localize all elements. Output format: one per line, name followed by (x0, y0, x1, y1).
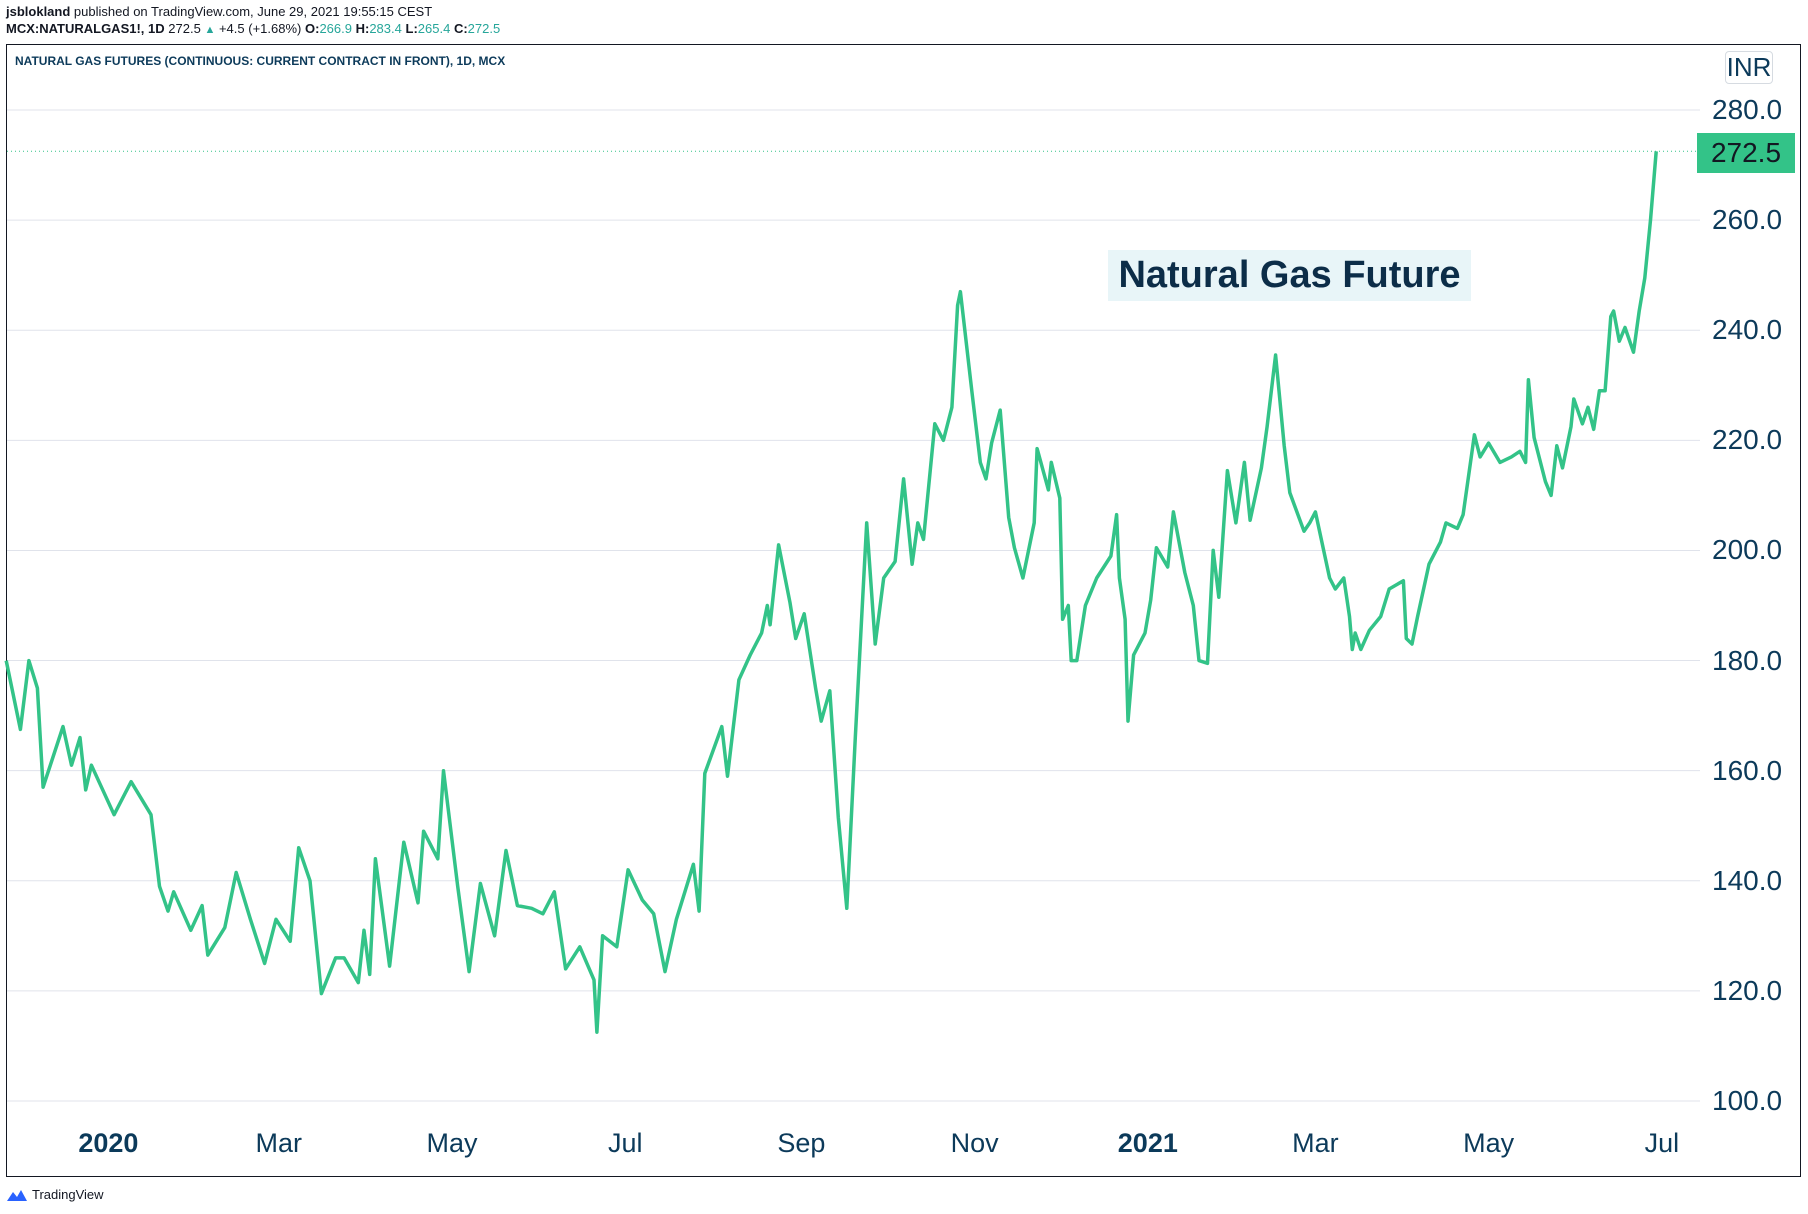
x-tick-label: Jul (1644, 1128, 1680, 1158)
symbol-info: MCX:NATURALGAS1!, 1D 272.5 ▲ +4.5 (+1.68… (6, 21, 500, 36)
y-tick-label: 160.0 (1712, 754, 1783, 786)
y-tick-label: 140.0 (1712, 864, 1783, 896)
x-tick-label: Sep (777, 1128, 826, 1158)
annotation-label[interactable]: Natural Gas Future (1108, 250, 1471, 301)
price-change: +4.5 (+1.68%) (218, 21, 302, 36)
y-tick-label: 280.0 (1712, 94, 1783, 125)
close-label: C: (453, 21, 468, 36)
x-tick-label: Jul (608, 1128, 643, 1158)
chart-title: NATURAL GAS FUTURES (CONTINUOUS: CURRENT… (15, 54, 506, 68)
y-tick-label: 180.0 (1712, 644, 1783, 676)
low-label: L: (405, 21, 418, 36)
up-triangle-icon: ▲ (204, 24, 216, 36)
x-tick-label: 2020 (78, 1128, 139, 1158)
x-tick-label: Mar (1292, 1128, 1339, 1158)
x-tick-label: May (1463, 1128, 1515, 1158)
x-tick-label: 2021 (1117, 1128, 1178, 1158)
currency-button[interactable]: INR (1725, 51, 1773, 84)
high-label: H: (355, 21, 370, 36)
y-tick-label: 220.0 (1712, 424, 1783, 456)
y-tick-label: 100.0 (1712, 1085, 1783, 1116)
y-tick-label: 120.0 (1712, 974, 1783, 1006)
x-tick-label: May (426, 1128, 478, 1158)
x-tick-label: Mar (255, 1128, 303, 1158)
close-value: 272.5 (467, 21, 501, 36)
published-text: published on TradingView.com, June 29, 2… (73, 4, 433, 19)
last-price: 272.5 (168, 21, 201, 36)
publish-info: jsblokland published on TradingView.com,… (6, 4, 432, 19)
low-value: 265.4 (417, 21, 451, 36)
symbol: MCX:NATURALGAS1!, 1D (6, 21, 165, 36)
author: jsblokland (6, 4, 71, 19)
y-tick-label: 260.0 (1712, 204, 1783, 236)
open-value: 266.9 (319, 21, 352, 36)
price-series-line (4, 151, 1658, 1034)
y-tick-label: 240.0 (1712, 314, 1783, 346)
y-tick-label: 200.0 (1712, 534, 1783, 566)
tradingview-cloud-icon (7, 1189, 27, 1201)
tradingview-text: TradingView (32, 1187, 104, 1202)
open-label: O: (304, 21, 320, 36)
high-value: 283.4 (369, 21, 402, 36)
chart-frame[interactable] (6, 44, 1801, 1177)
x-tick-label: Nov (950, 1128, 999, 1158)
last-price-label: 272.5 (1697, 133, 1795, 173)
tradingview-logo[interactable]: TradingView (6, 1187, 104, 1202)
